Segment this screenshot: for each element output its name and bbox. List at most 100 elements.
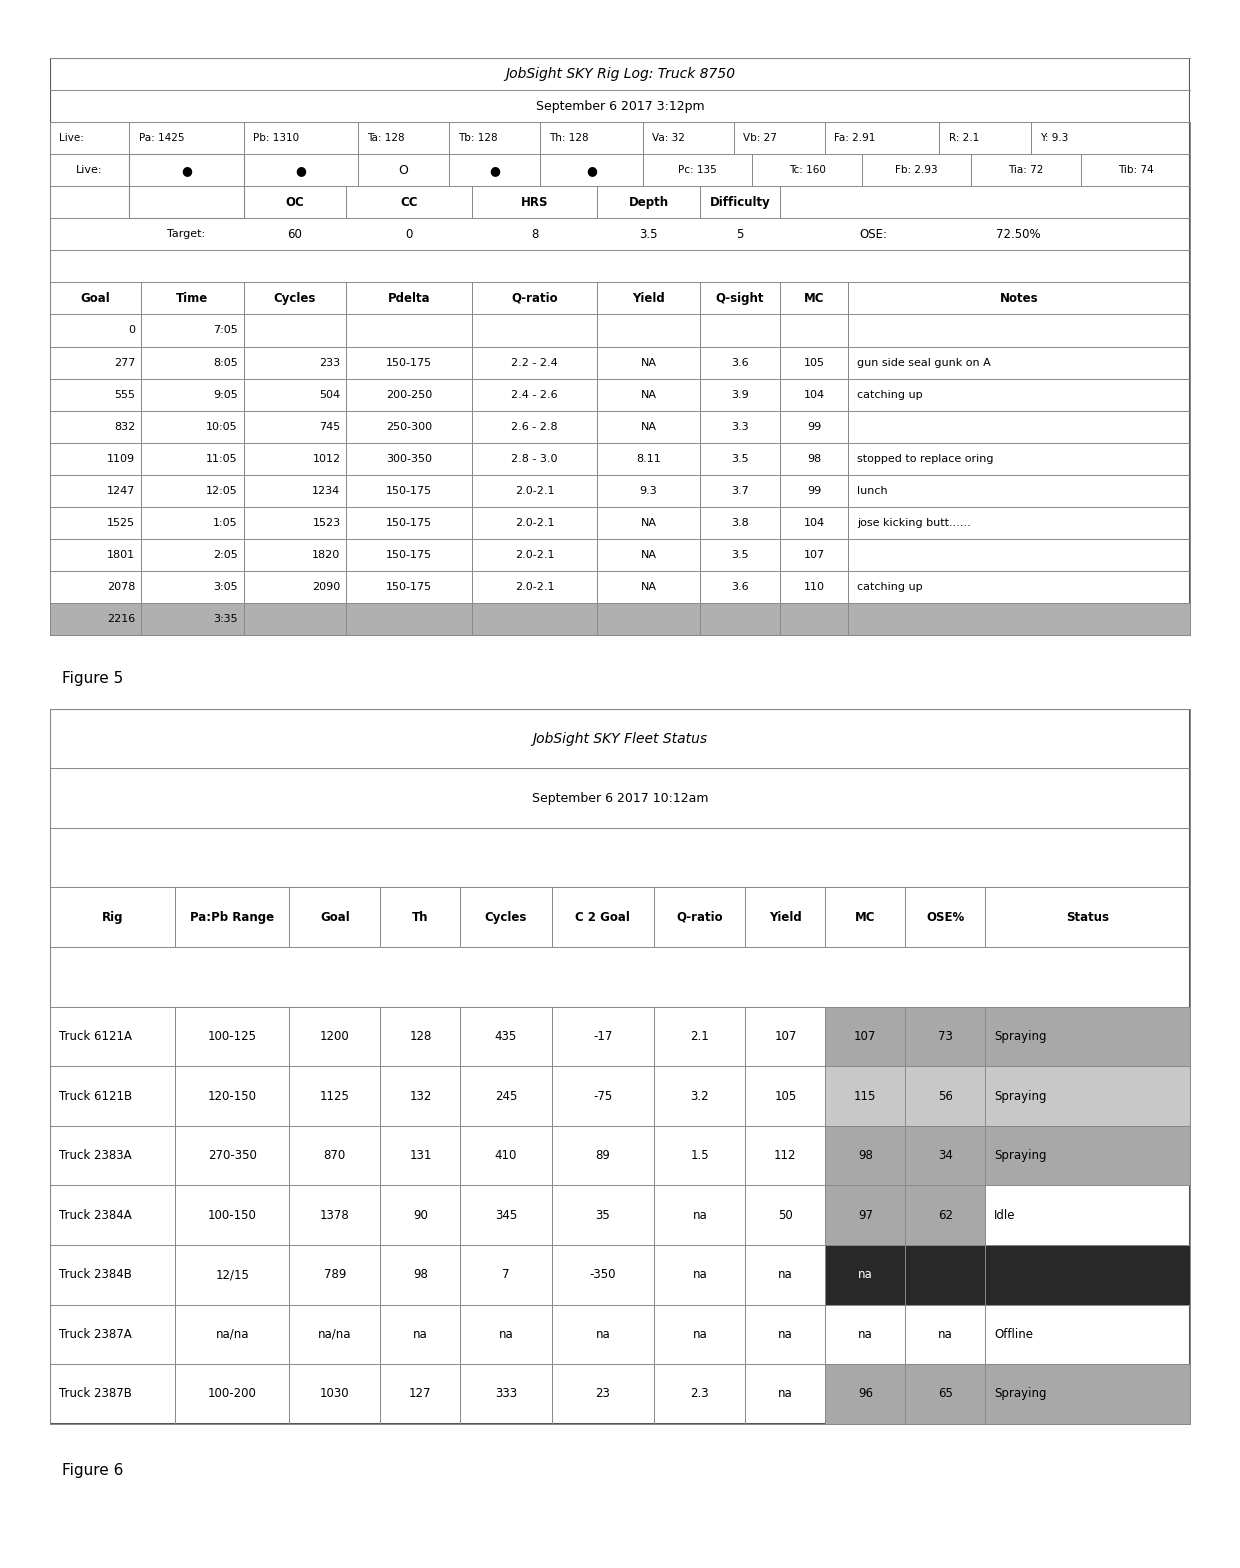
Text: na: na — [777, 1269, 792, 1281]
Text: 105: 105 — [774, 1090, 796, 1102]
Text: 1200: 1200 — [320, 1030, 350, 1043]
Text: Pdelta: Pdelta — [388, 292, 430, 304]
Text: OSE%: OSE% — [926, 911, 965, 924]
Text: lunch: lunch — [857, 486, 888, 495]
Text: 2.3: 2.3 — [691, 1388, 709, 1400]
Text: Notes: Notes — [999, 292, 1039, 304]
Text: 150-175: 150-175 — [386, 550, 432, 560]
Bar — [985, 1245, 1190, 1305]
Text: Goal: Goal — [81, 292, 110, 304]
Text: na/na: na/na — [216, 1328, 249, 1341]
Text: Yield: Yield — [769, 911, 802, 924]
Text: 3.7: 3.7 — [730, 486, 749, 495]
Text: 3.6: 3.6 — [730, 582, 749, 593]
Text: na: na — [413, 1328, 428, 1341]
Text: 98: 98 — [413, 1269, 428, 1281]
Text: 150-175: 150-175 — [386, 517, 432, 528]
Text: Fb: 2.93: Fb: 2.93 — [895, 165, 937, 176]
Text: Vb: 27: Vb: 27 — [743, 133, 777, 143]
Text: 2.0-2.1: 2.0-2.1 — [515, 486, 554, 495]
Text: 2.0-2.1: 2.0-2.1 — [515, 550, 554, 560]
Text: JobSight SKY Rig Log: Truck 8750: JobSight SKY Rig Log: Truck 8750 — [505, 67, 735, 82]
Text: HRS: HRS — [521, 196, 548, 209]
Text: 2.8 - 3.0: 2.8 - 3.0 — [511, 453, 558, 464]
Text: 150-175: 150-175 — [386, 358, 432, 367]
Text: 1125: 1125 — [320, 1090, 350, 1102]
Text: 7:05: 7:05 — [213, 326, 238, 336]
Text: Truck 2387B: Truck 2387B — [58, 1388, 131, 1400]
Text: 0: 0 — [128, 326, 135, 336]
Text: Truck 2384B: Truck 2384B — [58, 1269, 131, 1281]
Text: 105: 105 — [804, 358, 825, 367]
Text: 8: 8 — [531, 227, 538, 241]
Text: Spraying: Spraying — [994, 1388, 1047, 1400]
Text: 50: 50 — [777, 1209, 792, 1221]
Text: na: na — [692, 1209, 707, 1221]
Bar — [129, 154, 243, 218]
Text: 34: 34 — [937, 1149, 952, 1162]
Text: 1.5: 1.5 — [691, 1149, 709, 1162]
Text: na: na — [498, 1328, 513, 1341]
Text: O: O — [398, 163, 408, 177]
Text: 96: 96 — [858, 1388, 873, 1400]
Text: September 6 2017 10:12am: September 6 2017 10:12am — [532, 792, 708, 804]
Text: Spraying: Spraying — [994, 1090, 1047, 1102]
Text: NA: NA — [641, 582, 656, 593]
Text: 107: 107 — [804, 550, 825, 560]
Bar — [50, 604, 1190, 635]
Text: catching up: catching up — [857, 582, 923, 593]
Text: 504: 504 — [320, 389, 341, 400]
Text: Figure 5: Figure 5 — [62, 671, 123, 687]
Text: 2:05: 2:05 — [213, 550, 238, 560]
Text: ●: ● — [587, 163, 596, 177]
Text: 132: 132 — [409, 1090, 432, 1102]
Text: 110: 110 — [804, 582, 825, 593]
Text: Pa: 1425: Pa: 1425 — [139, 133, 184, 143]
Text: na: na — [858, 1328, 873, 1341]
Text: Live:: Live: — [77, 165, 103, 176]
Text: NA: NA — [641, 389, 656, 400]
Text: 7: 7 — [502, 1269, 510, 1281]
Text: 2.0-2.1: 2.0-2.1 — [515, 517, 554, 528]
Text: Th: 128: Th: 128 — [549, 133, 589, 143]
Text: 100-200: 100-200 — [207, 1388, 257, 1400]
Text: 100-125: 100-125 — [207, 1030, 257, 1043]
Text: 8.11: 8.11 — [636, 453, 661, 464]
Text: Target:: Target: — [167, 229, 206, 240]
Text: 99: 99 — [807, 422, 821, 431]
Bar — [826, 1185, 905, 1245]
Bar — [826, 1364, 905, 1424]
Text: 98: 98 — [858, 1149, 873, 1162]
Text: ●: ● — [489, 163, 500, 177]
Bar — [129, 154, 243, 218]
Text: 250-300: 250-300 — [386, 422, 432, 431]
Text: 333: 333 — [495, 1388, 517, 1400]
Text: 99: 99 — [807, 486, 821, 495]
Text: Truck 6121A: Truck 6121A — [58, 1030, 131, 1043]
Text: 233: 233 — [320, 358, 341, 367]
Text: Difficulty: Difficulty — [709, 196, 770, 209]
Bar — [905, 1245, 985, 1305]
Text: 120-150: 120-150 — [207, 1090, 257, 1102]
Text: na: na — [777, 1328, 792, 1341]
Text: 2216: 2216 — [107, 615, 135, 624]
Text: 555: 555 — [114, 389, 135, 400]
Text: CC: CC — [401, 196, 418, 209]
Text: 2.4 - 2.6: 2.4 - 2.6 — [511, 389, 558, 400]
Text: Q-ratio: Q-ratio — [511, 292, 558, 304]
Text: 1012: 1012 — [312, 453, 341, 464]
Text: 8:05: 8:05 — [213, 358, 238, 367]
Text: JobSight SKY Fleet Status: JobSight SKY Fleet Status — [532, 732, 708, 745]
Text: 150-175: 150-175 — [386, 582, 432, 593]
Text: Tb: 128: Tb: 128 — [458, 133, 497, 143]
Text: 0: 0 — [405, 227, 413, 241]
Text: Pc: 135: Pc: 135 — [678, 165, 717, 176]
Text: 10:05: 10:05 — [206, 422, 238, 431]
Text: Cycles: Cycles — [485, 911, 527, 924]
Text: na: na — [858, 1269, 873, 1281]
Text: 2.1: 2.1 — [691, 1030, 709, 1043]
Text: Ta: 128: Ta: 128 — [367, 133, 404, 143]
Text: 3.2: 3.2 — [691, 1090, 709, 1102]
Text: Time: Time — [176, 292, 208, 304]
Text: 150-175: 150-175 — [386, 486, 432, 495]
